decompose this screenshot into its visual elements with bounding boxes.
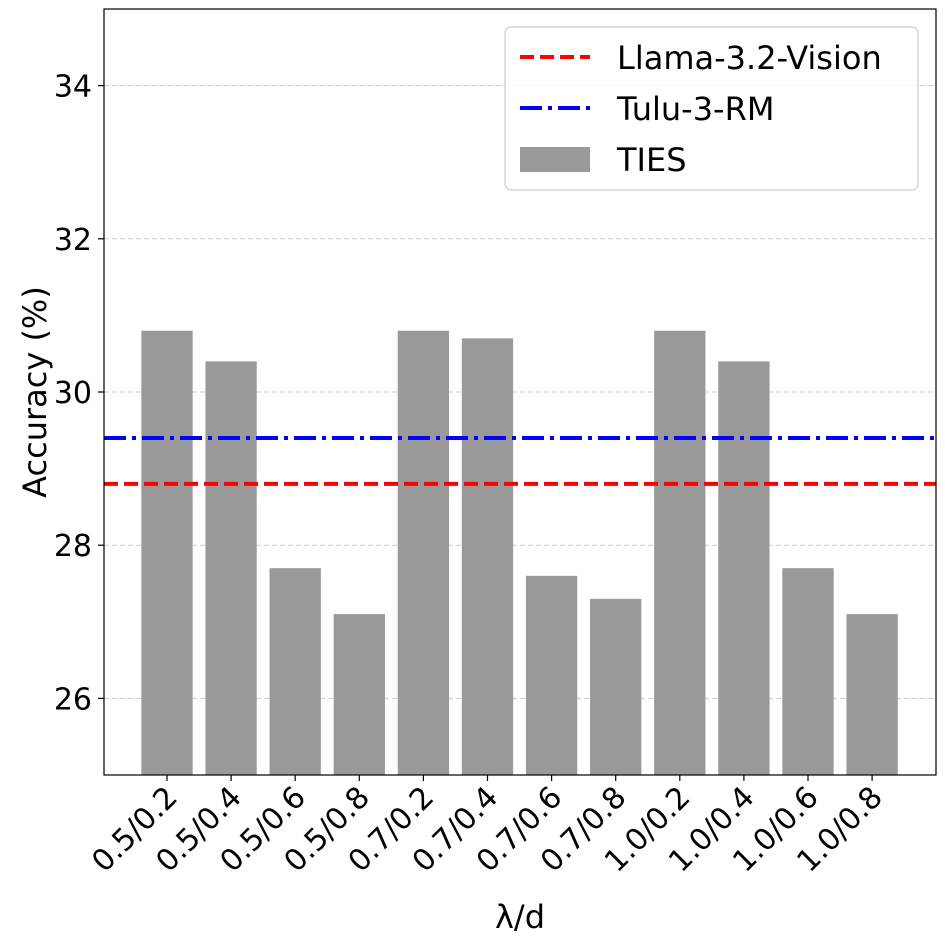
- legend-swatch-ties: [520, 147, 590, 172]
- legend-box: [504, 26, 919, 191]
- y-tick-label: 26: [54, 682, 92, 717]
- reference-lines: [104, 435, 936, 486]
- bar-ties: [205, 361, 257, 775]
- bar-ties: [846, 614, 898, 775]
- bar-ties: [397, 330, 450, 775]
- y-tick-label: 30: [54, 376, 92, 411]
- y-axis-title: Accuracy (%): [16, 286, 54, 498]
- bar-ties: [461, 338, 514, 775]
- y-tick-label: 28: [54, 529, 92, 564]
- bar-ties: [590, 598, 642, 775]
- x-axis-ticks: 0.5/0.20.5/0.40.5/0.60.5/0.80.7/0.20.7/0…: [85, 775, 890, 879]
- legend-label-ties: TIES: [616, 141, 687, 179]
- y-axis-ticks: 26 28 30 32 34: [54, 70, 104, 717]
- bar-ties: [782, 568, 834, 775]
- legend-label-tulu: Tulu-3-RM: [616, 90, 774, 128]
- bar-ties: [654, 330, 706, 775]
- bar-ties: [141, 330, 193, 775]
- legend-label-llama: Llama-3.2-Vision: [617, 39, 882, 77]
- bar-ties: [525, 575, 578, 775]
- bar-ties: [269, 568, 321, 775]
- legend: Llama-3.2-Vision Tulu-3-RM TIES: [504, 26, 919, 191]
- bar-ties: [718, 361, 770, 775]
- y-tick-label: 34: [54, 70, 92, 105]
- bar-ties: [333, 614, 385, 775]
- y-tick-label: 32: [54, 223, 92, 258]
- bars: [141, 330, 898, 775]
- x-axis-title: λ/d: [495, 898, 545, 936]
